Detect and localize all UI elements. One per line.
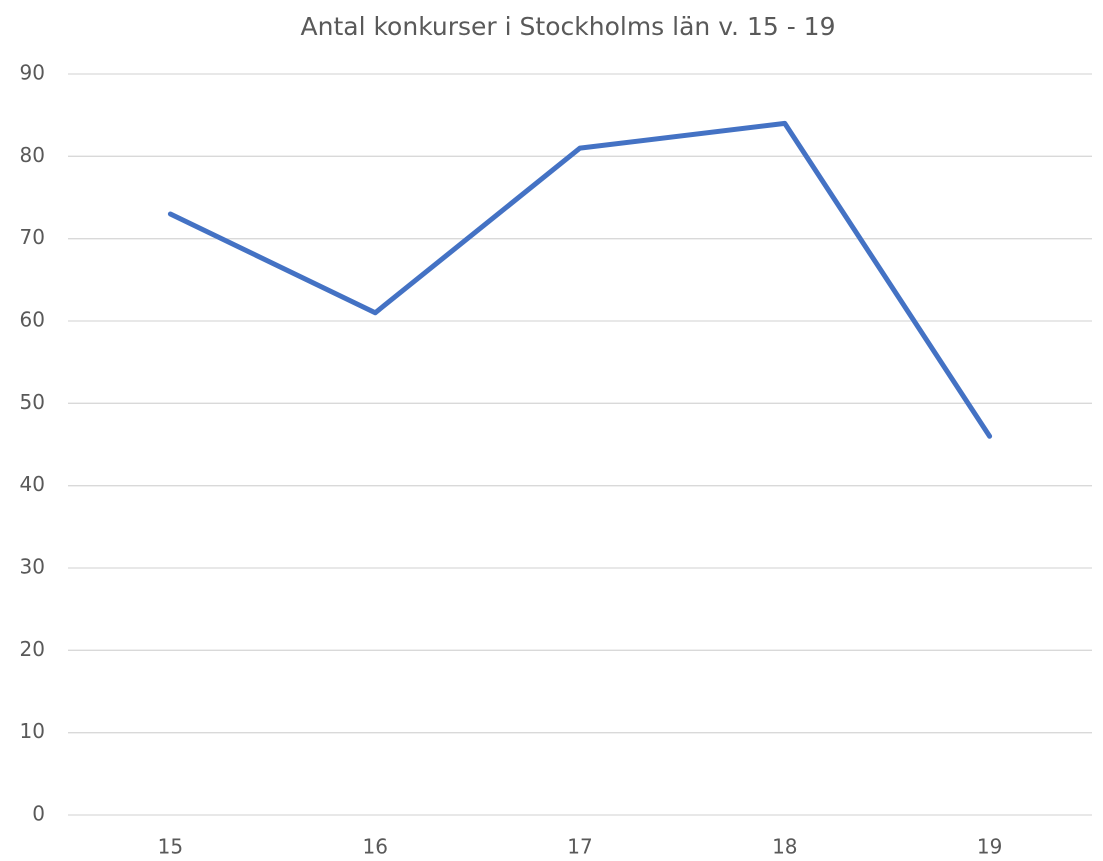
y-tick-label: 40	[20, 472, 45, 496]
y-tick-label: 80	[20, 143, 45, 167]
y-tick-label: 90	[20, 61, 45, 85]
y-tick-label: 50	[20, 390, 45, 414]
y-tick-label: 0	[32, 802, 45, 826]
y-tick-label: 20	[20, 637, 45, 661]
y-tick-label: 60	[20, 308, 45, 332]
x-tick-label: 19	[977, 835, 1002, 859]
x-tick-label: 18	[772, 835, 797, 859]
y-tick-label: 10	[20, 719, 45, 743]
chart-title: Antal konkurser i Stockholms län v. 15 -…	[301, 12, 836, 41]
y-tick-label: 70	[20, 225, 45, 249]
x-tick-label: 17	[567, 835, 592, 859]
x-tick-label: 16	[362, 835, 387, 859]
line-series	[167, 120, 993, 439]
x-tick-label: 15	[158, 835, 183, 859]
y-tick-label: 30	[20, 555, 45, 579]
